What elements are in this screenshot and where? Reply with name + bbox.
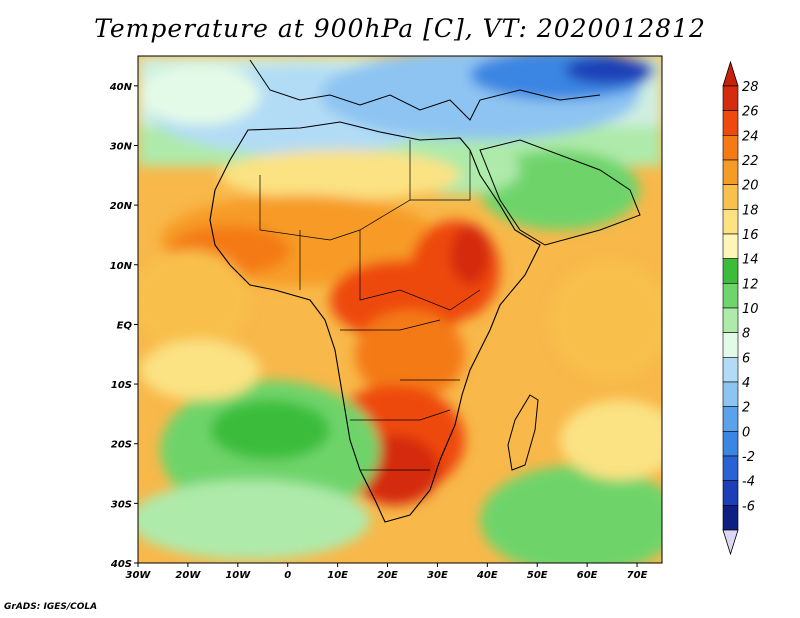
lat-tick-label: 20N xyxy=(110,201,133,212)
colorbar-swatch xyxy=(722,110,739,136)
lat-tick-label: EQ xyxy=(117,320,133,331)
lat-tick-label: 10S xyxy=(111,380,132,391)
colorbar-label: 12 xyxy=(742,277,759,292)
lon-tick-label: 70E xyxy=(627,570,648,581)
colorbar-label: 0 xyxy=(742,425,750,440)
lon-tick-label: 50E xyxy=(527,570,548,581)
colorbar-swatch xyxy=(722,381,739,407)
lon-tick-label: 10E xyxy=(327,570,348,581)
colorbar-swatch xyxy=(722,85,739,111)
temperature-field xyxy=(138,56,662,563)
lon-tick-label: 60E xyxy=(577,570,598,581)
lon-axis: 30W 20W 10W 0 10E 20E 30E 40E 50E 60E 70E xyxy=(126,563,648,581)
lat-tick-label: 20S xyxy=(111,440,132,451)
colorbar-swatch xyxy=(722,307,739,333)
lat-tick-label: 10N xyxy=(110,261,133,272)
colorbar-label: 4 xyxy=(742,376,750,391)
colorbar-swatch xyxy=(722,455,739,481)
coastline xyxy=(209,121,541,523)
colorbar-swatch xyxy=(722,505,739,531)
arabia-coast xyxy=(479,139,641,246)
colorbar-swatch xyxy=(722,406,739,432)
lat-tick-label: 30S xyxy=(111,499,132,510)
colorbar-swatch xyxy=(722,332,739,358)
colorbar-swatch xyxy=(722,233,739,259)
europe-coast xyxy=(249,59,601,121)
colorbar-label: 26 xyxy=(742,105,759,120)
colorbar-label: 24 xyxy=(742,129,759,144)
lat-axis: 40N 30N 20N 10N EQ 10S 20S 30S 40S xyxy=(109,82,138,570)
colorbar-swatch xyxy=(722,209,739,235)
colorbar-swatch xyxy=(722,431,739,457)
plot-frame xyxy=(137,55,663,564)
colorbar-label: -2 xyxy=(742,450,755,465)
colorbar-top-arrow xyxy=(722,60,739,87)
lon-tick-label: 0 xyxy=(284,570,291,581)
lat-tick-label: 30N xyxy=(110,141,133,152)
colorbar-label: 22 xyxy=(742,154,759,169)
colorbar-label: -4 xyxy=(742,475,755,490)
lat-tick-label: 40N xyxy=(109,82,133,93)
colorbar-label: 18 xyxy=(742,203,759,218)
country-borders xyxy=(259,140,481,471)
madagascar-coast xyxy=(507,394,539,471)
colorbar-swatch xyxy=(722,283,739,309)
colorbar-label: 20 xyxy=(742,179,759,194)
colorbar-swatch xyxy=(722,357,739,383)
colorbar-swatch xyxy=(722,159,739,185)
colorbar-swatch xyxy=(722,480,739,506)
colorbar-label: 6 xyxy=(742,351,750,366)
credit-text: GrADS: IGES/COLA xyxy=(4,602,98,612)
lon-tick-label: 20E xyxy=(377,570,398,581)
colorbar-label: 10 xyxy=(742,302,759,317)
colorbar-label: -6 xyxy=(742,499,755,514)
colorbar-label: 8 xyxy=(742,327,750,342)
lon-tick-label: 40E xyxy=(476,570,498,581)
colorbar-swatch xyxy=(722,135,739,161)
colorbar-label: 16 xyxy=(742,228,759,243)
lon-tick-label: 10W xyxy=(225,570,251,581)
colorbar-swatch xyxy=(722,258,739,284)
lon-tick-label: 30W xyxy=(126,570,152,581)
colorbar-bottom-arrow xyxy=(722,529,739,556)
colorbar-swatch xyxy=(722,184,739,210)
colorbar-label: 14 xyxy=(742,253,759,268)
lon-tick-label: 30E xyxy=(427,570,448,581)
lon-tick-label: 20W xyxy=(175,570,201,581)
colorbar-label: 28 xyxy=(742,80,759,95)
colorbar-label: 2 xyxy=(742,401,750,416)
map-title: Temperature at 900hPa [C], VT: 202001281… xyxy=(94,14,706,43)
lat-tick-label: 40S xyxy=(110,559,132,570)
